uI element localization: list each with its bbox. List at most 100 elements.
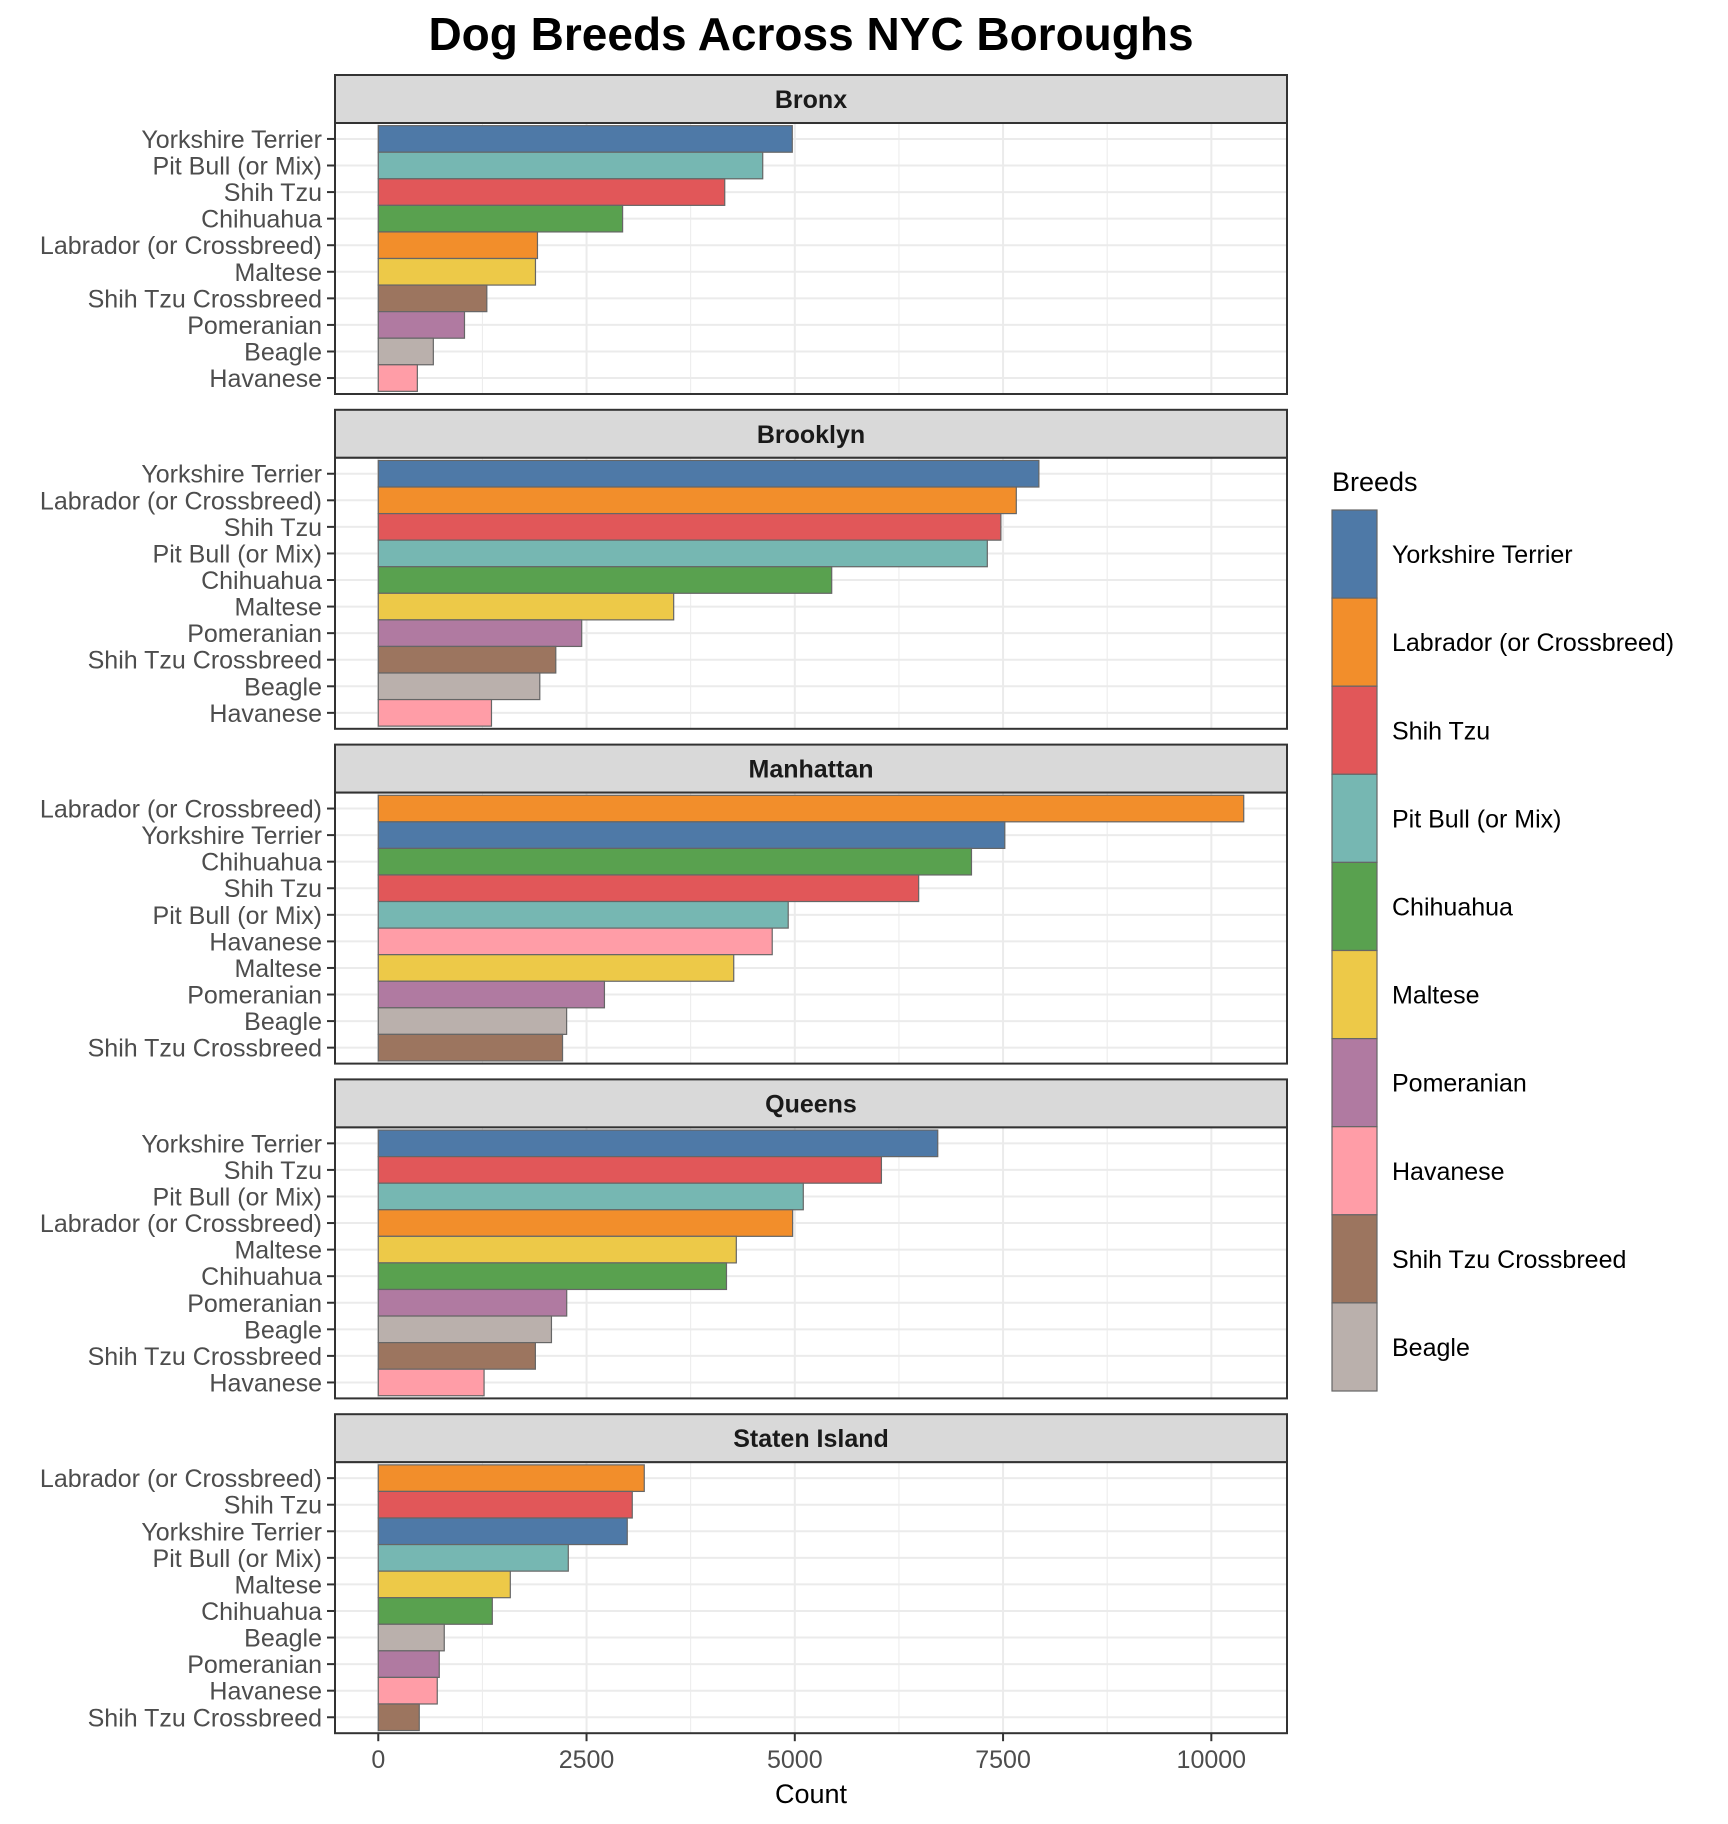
legend-label: Yorkshire Terrier [1392, 541, 1573, 569]
facet-panel-manhattan: Manhattan Labrador (or Crossbreed)Yorkshi… [40, 743, 1288, 1065]
bar [377, 566, 833, 594]
y-tick-label: Yorkshire Terrier [141, 822, 322, 850]
facet-strip-label: Manhattan [749, 756, 874, 784]
legend-key [1331, 861, 1378, 952]
facet-strip-label: Staten Island [733, 1425, 889, 1453]
bar [377, 1129, 939, 1158]
bar [377, 486, 1017, 515]
y-tick-label: Pit Bull (or Mix) [153, 902, 322, 930]
y-tick-label: Chihuahua [201, 206, 322, 234]
bar [377, 1262, 728, 1291]
legend-label: Beagle [1392, 1334, 1470, 1362]
y-tick-label: Yorkshire Terrier [141, 1518, 322, 1546]
bar [377, 1209, 794, 1237]
legend-key [1331, 1037, 1378, 1128]
bar [377, 151, 764, 180]
y-tick-label: Shih Tzu Crossbreed [88, 285, 322, 313]
bar [377, 1650, 440, 1679]
y-tick-label: Maltese [234, 1237, 322, 1265]
y-tick-label: Yorkshire Terrier [141, 461, 322, 489]
y-tick-label: Beagle [244, 673, 322, 701]
facet-panel-staten-island: Staten Island Labrador (or Crossbreed)Shi… [40, 1413, 1288, 1809]
legend-key [1331, 1126, 1378, 1216]
bar [377, 1543, 569, 1572]
legend-label: Maltese [1392, 982, 1480, 1010]
bar [377, 645, 557, 674]
y-tick-label: Pomeranian [187, 1651, 322, 1679]
y-tick-label: Labrador (or Crossbreed) [40, 796, 322, 824]
y-tick-label: Pit Bull (or Mix) [153, 153, 322, 181]
legend-label: Pit Bull (or Mix) [1392, 805, 1561, 833]
y-tick-label: Shih Tzu Crossbreed [88, 1035, 322, 1063]
x-tick-label: 7500 [975, 1746, 1031, 1774]
y-tick-label: Havanese [209, 1678, 322, 1706]
facet-strip [334, 1413, 1288, 1464]
y-tick-label: Shih Tzu [224, 514, 322, 542]
legend-key [1331, 773, 1378, 863]
panel-border [334, 1126, 1288, 1400]
y-tick-label: Havanese [209, 700, 322, 728]
bar [377, 125, 793, 153]
bar [377, 1033, 564, 1062]
facet-strip-label: Queens [765, 1090, 857, 1118]
x-axis-title: Count [775, 1779, 848, 1809]
y-tick-label: Maltese [234, 594, 322, 622]
x-tick-label: 0 [371, 1746, 385, 1774]
legend-key [1331, 1302, 1378, 1392]
y-tick-label: Pomeranian [187, 982, 322, 1010]
bar [377, 1676, 438, 1705]
y-tick-label: Havanese [209, 1369, 322, 1397]
bar [377, 364, 418, 392]
bar [377, 874, 920, 903]
y-tick-label: Shih Tzu [224, 875, 322, 903]
bar [377, 311, 466, 339]
legend-label: Pomeranian [1392, 1070, 1527, 1098]
y-tick-label: Labrador (or Crossbreed) [40, 1210, 322, 1238]
y-tick-label: Yorkshire Terrier [141, 1130, 322, 1158]
bar [377, 1342, 536, 1370]
bar [377, 1490, 633, 1519]
bar [377, 178, 726, 206]
bar [377, 459, 1040, 488]
bar [377, 954, 735, 982]
y-tick-label: Havanese [209, 928, 322, 956]
y-tick-label: Chihuahua [201, 849, 322, 877]
panel-border [334, 122, 1288, 395]
legend-label: Labrador (or Crossbreed) [1392, 629, 1674, 657]
bar [377, 1464, 645, 1493]
legend-label: Havanese [1392, 1158, 1505, 1186]
facet-strip-label: Bronx [775, 86, 847, 114]
facet-strip-label: Brooklyn [757, 421, 865, 449]
bar [377, 1570, 511, 1599]
y-tick-label: Maltese [234, 955, 322, 983]
y-tick-label: Pit Bull (or Mix) [153, 540, 322, 568]
bar [377, 1315, 553, 1344]
bar [377, 1703, 420, 1732]
panel-border [334, 1461, 1288, 1735]
legend-key [1331, 597, 1378, 687]
chart-title: Dog Breeds Across NYC Boroughs [428, 8, 1194, 60]
y-tick-label: Maltese [234, 259, 322, 287]
bar [377, 1288, 568, 1317]
bar [377, 1623, 445, 1652]
legend-label: Shih Tzu Crossbreed [1392, 1246, 1626, 1274]
legend: Breeds Yorkshire Terrier Labrador (or Cros… [1331, 467, 1674, 1392]
bar [377, 794, 1245, 823]
legend-key [1331, 509, 1378, 599]
bar [377, 927, 773, 956]
bar [377, 231, 539, 260]
bar [377, 1517, 628, 1546]
y-tick-label: Labrador (or Crossbreed) [40, 1465, 322, 1493]
y-tick-label: Shih Tzu [224, 1492, 322, 1520]
bar [377, 1182, 804, 1211]
x-tick-label: 10000 [1177, 1746, 1247, 1774]
bar [377, 1235, 737, 1264]
y-tick-label: Beagle [244, 1316, 322, 1344]
bar [377, 592, 675, 621]
bar [377, 257, 537, 286]
bar [377, 1007, 568, 1035]
y-tick-label: Beagle [244, 1008, 322, 1036]
bar [377, 900, 789, 929]
